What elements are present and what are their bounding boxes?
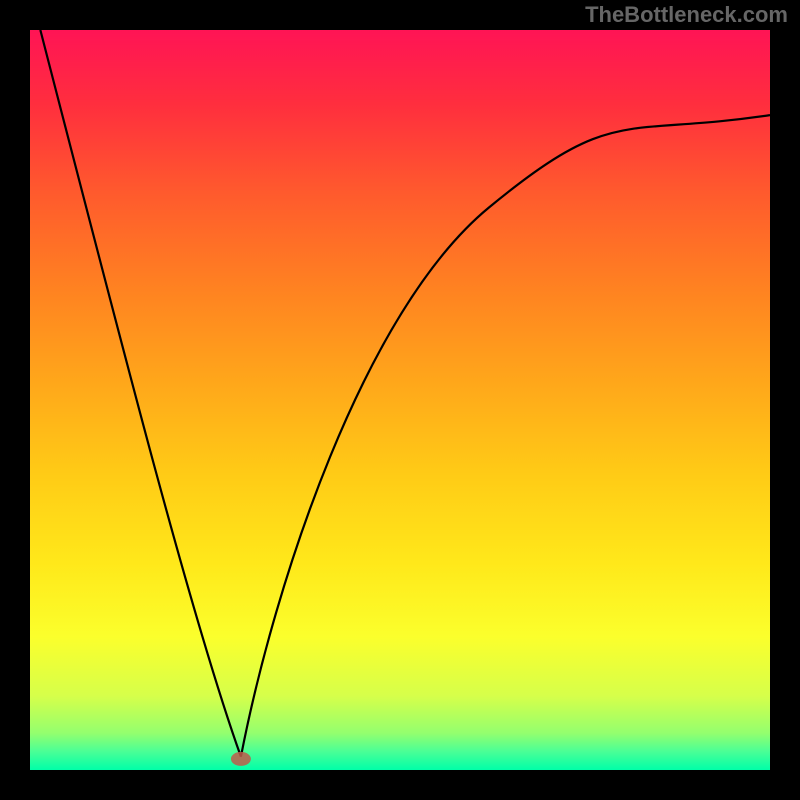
watermark-text: TheBottleneck.com — [585, 2, 788, 28]
chart-svg — [30, 30, 770, 770]
minimum-marker — [231, 752, 251, 766]
plot-area — [30, 30, 770, 770]
figure-container: TheBottleneck.com — [0, 0, 800, 800]
gradient-background — [30, 30, 770, 770]
